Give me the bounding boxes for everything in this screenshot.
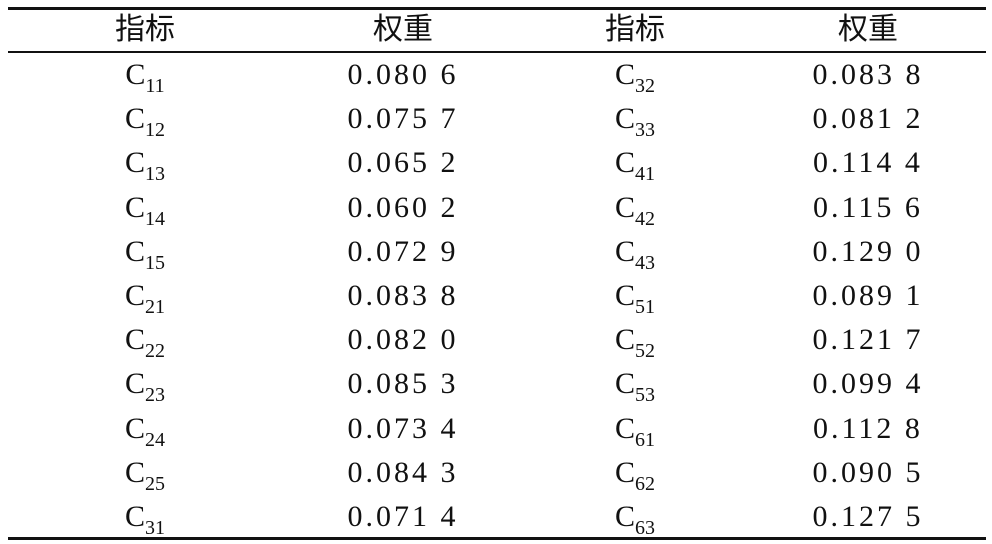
indicator-base: C [124, 279, 145, 312]
top-rule [8, 7, 986, 10]
indicator-base: C [614, 500, 635, 533]
indicator-subscript: 51 [635, 296, 655, 318]
indicator-subscript: 31 [145, 517, 165, 539]
indicator-base: C [614, 190, 635, 224]
indicator-subscript: 13 [145, 163, 165, 186]
indicator-cell: C25 [25, 453, 265, 504]
weight-cell: 0.115 6 [813, 190, 923, 224]
indicator-cell: C61 [515, 409, 755, 460]
indicator-cell: C23 [25, 364, 265, 415]
indicator-base: C [614, 146, 635, 180]
weight-cell: 0.072 9 [347, 234, 459, 268]
indicator-base: C [614, 411, 635, 445]
weight-cell: 0.084 3 [347, 455, 459, 489]
header-cell: 指标 [605, 13, 665, 46]
weight-cell: 0.081 2 [812, 102, 924, 136]
indicator-cell: C43 [515, 232, 755, 283]
weight-cell: 0.080 6 [347, 58, 459, 91]
weight-cell: 0.112 8 [813, 411, 923, 445]
indicator-subscript: 61 [635, 428, 655, 451]
indicator-cell: C12 [25, 99, 265, 150]
indicator-base: C [124, 190, 145, 224]
indicator-base: C [614, 279, 635, 312]
indicator-subscript: 52 [635, 340, 655, 363]
weight-cell: 0.060 2 [347, 190, 459, 224]
indicator-base: C [124, 455, 145, 489]
weight-cell: 0.099 4 [812, 367, 924, 401]
indicator-subscript: 42 [635, 207, 655, 230]
indicator-subscript: 33 [635, 119, 655, 142]
indicator-cell: C31 [25, 497, 265, 544]
header-rule [8, 51, 986, 53]
header-cell: 权重 [373, 13, 433, 46]
weight-cell: 0.075 7 [347, 102, 459, 136]
indicator-base: C [614, 102, 635, 136]
indicator-subscript: 12 [145, 119, 165, 142]
weight-cell: 0.089 1 [812, 279, 924, 312]
indicator-base: C [614, 58, 635, 91]
weight-cell: 0.114 4 [813, 146, 923, 180]
bottom-rule [8, 537, 986, 540]
indicator-cell: C14 [25, 188, 265, 239]
indicator-subscript: 43 [635, 251, 655, 274]
indicator-cell: C63 [515, 497, 755, 544]
weight-cell: 0.083 8 [812, 58, 924, 91]
indicator-base: C [614, 234, 635, 268]
indicator-subscript: 11 [145, 75, 165, 97]
indicator-cell: C13 [25, 143, 265, 194]
indicator-subscript: 53 [635, 384, 655, 407]
indicator-cell: C15 [25, 232, 265, 283]
indicator-subscript: 25 [145, 472, 165, 495]
indicator-base: C [124, 146, 145, 180]
indicator-subscript: 21 [145, 296, 165, 318]
indicator-subscript: 14 [145, 207, 165, 230]
indicator-subscript: 22 [145, 340, 165, 363]
indicator-subscript: 15 [145, 251, 165, 274]
header-cell: 指标 [115, 13, 175, 46]
indicator-cell: C41 [515, 143, 755, 194]
indicator-cell: C32 [515, 55, 755, 106]
indicator-base: C [614, 323, 635, 357]
indicator-cell: C53 [515, 364, 755, 415]
weight-cell: 0.090 5 [812, 455, 924, 489]
indicator-cell: C22 [25, 320, 265, 371]
indicator-base: C [124, 500, 145, 533]
weight-cell: 0.083 8 [347, 279, 459, 312]
weight-cell: 0.073 4 [347, 411, 459, 445]
indicator-subscript: 41 [635, 163, 655, 186]
weight-cell: 0.071 4 [347, 500, 459, 533]
indicator-cell: C21 [25, 276, 265, 327]
header-cell: 权重 [838, 13, 898, 46]
indicator-cell: C42 [515, 188, 755, 239]
indicator-cell: C62 [515, 453, 755, 504]
indicator-base: C [125, 58, 146, 91]
weight-cell: 0.121 7 [812, 323, 924, 357]
indicator-base: C [614, 455, 635, 489]
indicator-subscript: 63 [635, 517, 655, 539]
weight-cell: 0.129 0 [812, 234, 924, 268]
weight-cell: 0.127 5 [812, 500, 924, 533]
indicator-base: C [124, 411, 145, 445]
indicator-cell: C51 [515, 276, 755, 327]
indicator-cell: C52 [515, 320, 755, 371]
weight-cell: 0.082 0 [347, 323, 459, 357]
indicator-cell: C24 [25, 409, 265, 460]
weight-cell: 0.085 3 [347, 367, 459, 401]
indicator-base: C [124, 367, 145, 401]
indicator-subscript: 32 [635, 75, 655, 97]
indicator-subscript: 24 [145, 428, 165, 451]
indicator-base: C [124, 102, 145, 136]
indicator-cell: C11 [25, 55, 265, 106]
indicator-base: C [614, 367, 635, 401]
weight-cell: 0.065 2 [347, 146, 459, 180]
indicator-subscript: 62 [635, 472, 655, 495]
indicator-base: C [124, 234, 145, 268]
indicator-base: C [124, 323, 145, 357]
indicator-subscript: 23 [145, 384, 165, 407]
indicator-cell: C33 [515, 99, 755, 150]
